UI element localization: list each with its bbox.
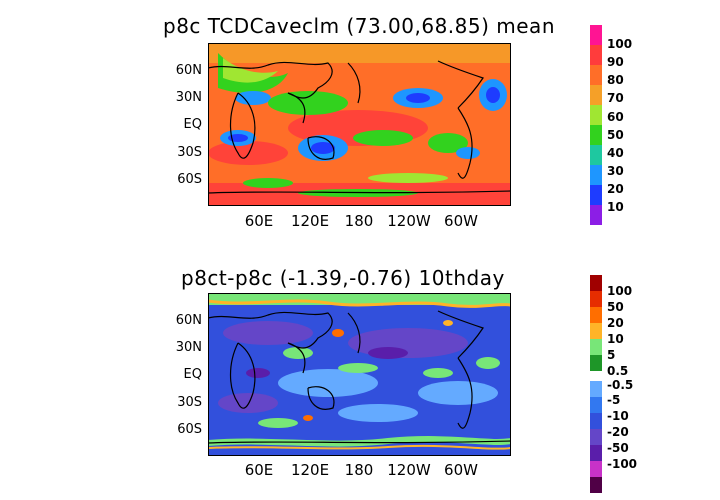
- colorbar-label: 100: [607, 37, 633, 51]
- top-lon-label: 120E: [290, 212, 330, 230]
- colorbar-swatch: [590, 355, 602, 371]
- top-map-title: p8c TCDCaveclm (73.00,68.85) mean: [163, 14, 555, 38]
- colorbar-label: 10: [607, 200, 624, 214]
- colorbar-swatch: [590, 25, 602, 45]
- colorbar-label: -100: [607, 457, 638, 471]
- colorbar-swatch: [590, 165, 602, 185]
- bottom-lon-label: 120W: [387, 461, 431, 479]
- colorbar-label: 70: [607, 91, 624, 105]
- colorbar-swatch: [590, 339, 602, 355]
- bottom-map-plot: [207, 293, 512, 456]
- colorbar-swatch: [590, 323, 602, 339]
- colorbar-label: 5: [607, 348, 616, 362]
- colorbar-swatch: [590, 85, 602, 105]
- colorbar-swatch: [590, 413, 602, 429]
- colorbar-swatch: [590, 185, 602, 205]
- colorbar-label: -5: [607, 393, 621, 407]
- colorbar-label: 50: [607, 128, 624, 142]
- colorbar-label: 80: [607, 73, 624, 87]
- bottom-lat-label: 30N: [175, 340, 202, 355]
- top-lat-label: 30S: [177, 145, 202, 160]
- bottom-lon-label: 180: [344, 461, 374, 479]
- colorbar-label: -50: [607, 441, 629, 455]
- colorbar-swatch: [590, 445, 602, 461]
- colorbar-swatch: [590, 291, 602, 307]
- bottom-lat-label: EQ: [183, 367, 202, 382]
- top-lat-label: EQ: [183, 117, 202, 132]
- bottom-map-title: p8ct-p8c (-1.39,-0.76) 10thday: [181, 266, 505, 290]
- colorbar-label: -20: [607, 425, 629, 439]
- bottom-lat-label: 60N: [175, 313, 202, 328]
- colorbar-label: 20: [607, 316, 624, 330]
- bottom-lon-label: 60W: [444, 461, 478, 479]
- colorbar-swatch: [590, 275, 602, 291]
- colorbar-label: 30: [607, 164, 624, 178]
- colorbar-label: 60: [607, 110, 624, 124]
- bottom-lat-label: 30S: [177, 395, 202, 410]
- top-lat-label: 60S: [177, 172, 202, 187]
- colorbar-label: 50: [607, 300, 624, 314]
- colorbar-swatch: [590, 461, 602, 477]
- colorbar-label: 90: [607, 55, 624, 69]
- top-lon-label: 120W: [387, 212, 431, 230]
- colorbar-swatch: [590, 429, 602, 445]
- colorbar-label: 10: [607, 332, 624, 346]
- colorbar-label: 20: [607, 182, 624, 196]
- colorbar-swatch: [590, 381, 602, 397]
- top-lon-label: 60W: [444, 212, 478, 230]
- colorbar-swatch: [590, 105, 602, 125]
- bottom-lat-label: 60S: [177, 422, 202, 437]
- colorbar-swatch: [590, 477, 602, 493]
- colorbar-label: 0.5: [607, 364, 629, 378]
- colorbar-swatch: [590, 307, 602, 323]
- colorbar-label: 40: [607, 146, 624, 160]
- top-map-plot: [207, 43, 512, 206]
- bottom-map-panel: [207, 293, 512, 456]
- colorbar-swatch: [590, 45, 602, 65]
- colorbar-swatch: [590, 205, 602, 225]
- top-lon-label: 180: [344, 212, 374, 230]
- top-lat-label: 60N: [175, 63, 202, 78]
- colorbar-swatch: [590, 371, 602, 381]
- colorbar-label: 100: [607, 284, 633, 298]
- bottom-lon-label: 120E: [290, 461, 330, 479]
- colorbar-swatch: [590, 145, 602, 165]
- colorbar-swatch: [590, 397, 602, 413]
- bottom-lon-label: 60E: [244, 461, 274, 479]
- colorbar-label: -0.5: [607, 378, 634, 392]
- colorbar-swatch: [590, 125, 602, 145]
- colorbar-swatch: [590, 65, 602, 85]
- top-lon-label: 60E: [244, 212, 274, 230]
- top-map-panel: [207, 43, 512, 206]
- top-lat-label: 30N: [175, 90, 202, 105]
- colorbar-label: -10: [607, 409, 629, 423]
